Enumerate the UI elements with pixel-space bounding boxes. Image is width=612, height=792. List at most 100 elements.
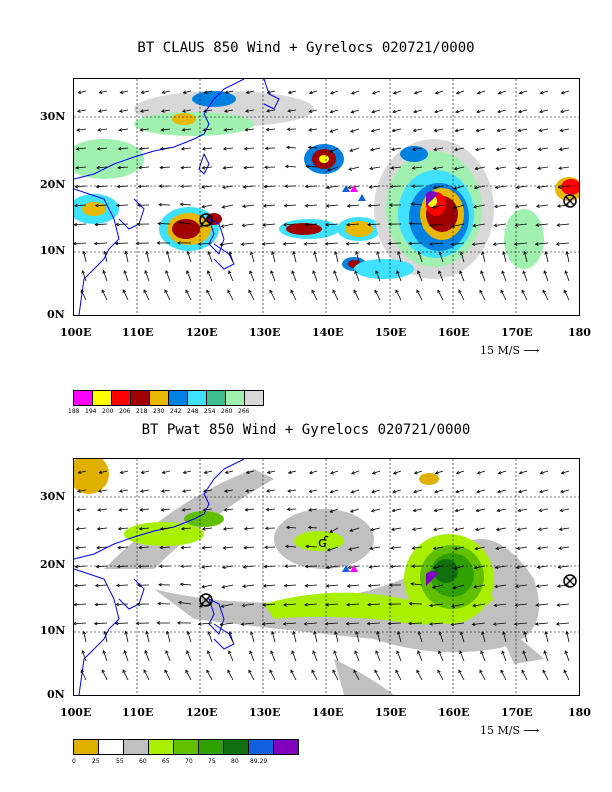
wind-arrow (292, 631, 297, 643)
wind-arrow (83, 631, 87, 643)
panel2-lon-150e: 150E (375, 706, 407, 719)
wind-arrow (413, 489, 423, 493)
wind-arrow-head (535, 584, 540, 588)
legend1-tick: 218 (136, 408, 148, 415)
wind-arrow-head (392, 471, 397, 475)
wind-arrow (348, 546, 360, 550)
wind-arrow-head (565, 250, 569, 255)
panel1-lon-150e: 150E (375, 326, 407, 339)
wind-arrow (472, 242, 486, 245)
legend2-swatch (248, 739, 274, 755)
wind-arrow (146, 251, 150, 263)
wind-arrow (286, 146, 297, 149)
wind-arrow (181, 147, 192, 150)
wind-arrow-head (495, 546, 500, 551)
wind-arrow-head (564, 650, 568, 654)
wind-arrow (429, 242, 444, 245)
wind-arrow-head (450, 224, 455, 228)
wind-arrow-head (312, 270, 316, 274)
wind-arrow (412, 546, 423, 549)
wind-arrow-head (556, 603, 561, 607)
wind-arrow-head (186, 650, 190, 654)
wind-arrow (101, 669, 108, 681)
wind-arrow-head (94, 203, 99, 208)
wind-arrow (284, 584, 297, 587)
wind-arrow (515, 584, 528, 587)
wind-arrow (160, 166, 171, 169)
wind-arrow (376, 631, 381, 643)
wind-arrow-head (417, 650, 421, 654)
panel1-lon-140e: 140E (312, 326, 344, 339)
wind-arrow-head (207, 631, 211, 635)
legend1-swatch (225, 390, 245, 406)
wind-arrow (166, 631, 171, 643)
wind-arrow-head (283, 203, 288, 208)
wind-arrow (164, 669, 171, 681)
wind-arrow (248, 290, 255, 301)
wind-arrow-head (535, 603, 540, 607)
wind-arrow-head (347, 185, 352, 190)
wind-arrow (143, 669, 150, 681)
wind-arrow (395, 669, 402, 681)
wind-arrow-head (556, 204, 561, 208)
wind-arrow (543, 650, 549, 662)
wind-arrow-head (412, 527, 416, 531)
wind-arrow (392, 489, 402, 493)
panel2-lon-130e: 130E (249, 706, 281, 719)
wind-arrow (95, 584, 108, 587)
wind-arrow (416, 290, 423, 301)
wind-arrow-head (413, 489, 417, 494)
wind-arrow (410, 203, 423, 206)
wind-arrow (267, 470, 276, 474)
wind-arrow (165, 270, 171, 282)
wind-arrow-head (539, 470, 544, 475)
wind-arrow (291, 270, 297, 282)
wind-arrow (519, 470, 528, 474)
panel2-lon-160e: 160E (438, 706, 470, 719)
wind-arrow-head (518, 90, 523, 95)
wind-arrow-head (140, 470, 145, 474)
wind-arrow-head (198, 604, 203, 608)
wind-arrow (351, 109, 360, 113)
wind-arrow (224, 508, 234, 511)
wind-arrow (203, 508, 213, 511)
wind-arrow-head (75, 147, 80, 151)
wind-arrow (309, 489, 318, 493)
wind-arrow (416, 670, 423, 681)
wind-arrow-head (286, 127, 291, 132)
wind-arrow (180, 583, 192, 586)
wind-arrow-head (282, 242, 287, 246)
wind-arrow-head (160, 109, 165, 113)
wind-arrow (397, 251, 402, 263)
wind-arrow (451, 242, 465, 246)
wind-arrow-head (417, 270, 421, 274)
wind-arrow-head (242, 565, 247, 569)
wind-arrow (561, 90, 570, 94)
wind-arrow (481, 631, 486, 643)
panel1-scale-text: 15 M/S (480, 344, 520, 357)
wind-arrow-head (240, 242, 245, 246)
wind-arrow-head (242, 185, 247, 189)
wind-arrow-head (429, 223, 433, 228)
wind-arrow (271, 251, 276, 263)
wind-arrow (312, 270, 318, 282)
wind-arrow-head (350, 91, 355, 95)
wind-arrow-head (185, 289, 189, 294)
wind-arrow-head (513, 622, 518, 626)
wind-arrow-head (180, 165, 185, 170)
wind-arrow (182, 128, 192, 131)
wind-arrow-head (374, 289, 378, 294)
wind-arrow-head (139, 128, 144, 132)
wind-arrow (330, 109, 339, 113)
wind-arrow-head (345, 241, 350, 246)
wind-arrow-head (206, 289, 210, 294)
wind-arrow (117, 166, 129, 169)
wind-arrow-head (521, 289, 525, 294)
wind-arrow (369, 565, 381, 568)
wind-arrow (264, 565, 276, 568)
wind-arrow (519, 90, 528, 94)
wind-arrow (98, 109, 108, 112)
legend2-swatch (148, 739, 174, 755)
wind-arrow (517, 527, 528, 531)
wind-arrow-head (75, 545, 79, 550)
